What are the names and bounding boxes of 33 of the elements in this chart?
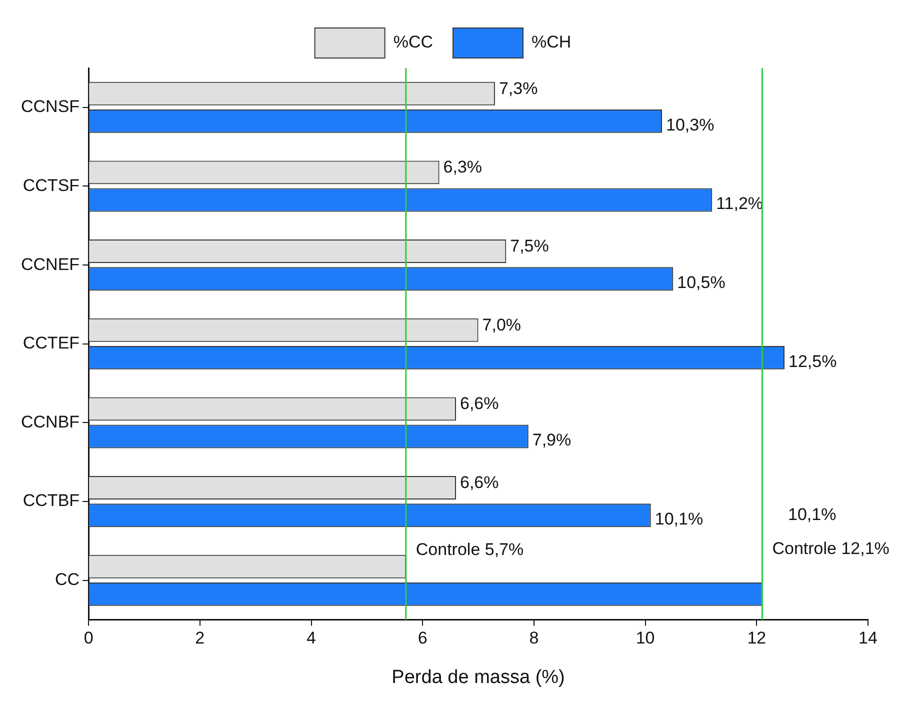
data-label: 6,6% bbox=[460, 394, 499, 414]
x-tick-label: 10 bbox=[636, 628, 655, 648]
y-tick-label: CCTSF bbox=[22, 176, 80, 195]
legend-label: %CC bbox=[393, 32, 433, 52]
x-tick-label: 14 bbox=[858, 628, 878, 648]
data-label: 11,2% bbox=[716, 194, 764, 214]
x-tick-label: 0 bbox=[84, 628, 94, 648]
data-label: 6,3% bbox=[443, 158, 482, 177]
data-label: 10,3% bbox=[666, 115, 714, 134]
ref-line-label: Controle 5,7% bbox=[416, 540, 524, 560]
x-tick-label: 2 bbox=[195, 628, 205, 648]
data-label: 7,3% bbox=[498, 78, 538, 98]
data-label: 12,5% bbox=[788, 352, 837, 371]
x-tick-label: 12 bbox=[747, 628, 766, 648]
x-tick-label: 6 bbox=[418, 628, 428, 648]
ref-line-label: Controle 12,1% bbox=[772, 539, 890, 558]
y-tick-label: CCNBF bbox=[20, 412, 80, 432]
data-label: 10,5% bbox=[677, 273, 726, 292]
x-tick-label: 8 bbox=[529, 628, 539, 648]
data-label: 10,1% bbox=[654, 510, 704, 529]
legend-label: %CH bbox=[532, 32, 572, 52]
y-tick-label: CCNEF bbox=[20, 254, 80, 274]
data-label: 6,6% bbox=[460, 472, 499, 492]
data-label: 7,9% bbox=[532, 430, 572, 450]
y-tick-label: CCTEF bbox=[22, 334, 80, 353]
y-tick-label: CC bbox=[54, 570, 80, 590]
y-tick-label: CCTBF bbox=[22, 491, 80, 510]
annotation: 10,1% bbox=[788, 505, 836, 524]
data-label: 7,5% bbox=[510, 236, 549, 256]
data-label: 7,0% bbox=[482, 315, 522, 334]
x-axis-title: Perda de massa (%) bbox=[392, 666, 565, 688]
y-tick-label: CCNSF bbox=[20, 97, 80, 116]
x-tick-label: 4 bbox=[306, 628, 316, 648]
